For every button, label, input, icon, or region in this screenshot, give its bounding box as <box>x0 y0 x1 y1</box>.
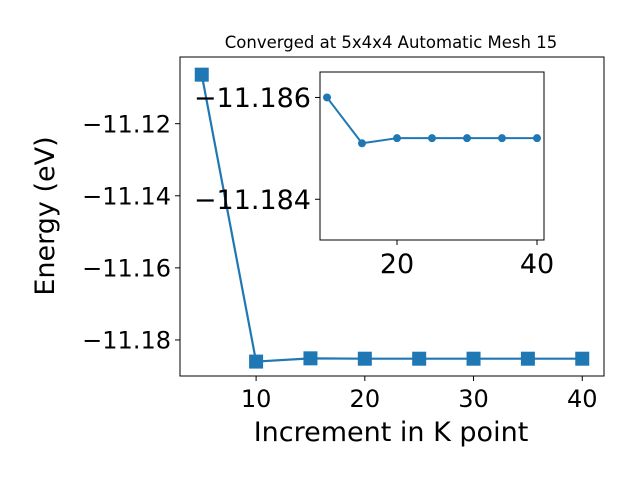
y-tick-label: −11.18 <box>82 327 171 355</box>
data-point <box>412 351 427 366</box>
data-point <box>249 354 264 369</box>
y-tick-label: −11.14 <box>82 182 171 210</box>
data-point <box>194 67 209 82</box>
x-axis-label: Increment in K point <box>254 417 529 448</box>
inset-data-point <box>463 134 471 143</box>
inset-y-tick-label: −11.186 <box>194 83 311 114</box>
inset-x-tick-label: 20 <box>380 249 414 280</box>
data-point <box>575 351 590 366</box>
inset-y-tick-label: −11.184 <box>194 185 311 216</box>
data-point <box>520 351 535 366</box>
data-point <box>357 351 372 366</box>
series-line <box>200 74 583 363</box>
y-axis-label: Energy (eV) <box>30 136 61 295</box>
x-tick-label: 20 <box>350 385 381 413</box>
inset-data-point <box>393 134 401 143</box>
x-tick-label: 30 <box>458 385 489 413</box>
inset-plot: 20 40 −11.186 −11.184 <box>194 71 554 280</box>
y-tick-label: −11.16 <box>82 255 171 283</box>
inset-data-point <box>533 134 541 143</box>
inset-data-point <box>323 93 331 102</box>
x-tick-label: 10 <box>241 385 272 413</box>
data-point <box>303 351 318 366</box>
inset-x-tick-label: 40 <box>520 249 554 280</box>
x-tick-label: 40 <box>567 385 598 413</box>
inset-data-point <box>498 134 506 143</box>
data-point <box>466 351 481 366</box>
y-tick-label: −11.12 <box>82 110 171 138</box>
inset-data-point <box>358 139 366 148</box>
inset-data-point <box>428 134 436 143</box>
chart-title: Converged at 5x4x4 Automatic Mesh 15 <box>225 33 557 52</box>
inset-axes-frame <box>319 71 545 241</box>
